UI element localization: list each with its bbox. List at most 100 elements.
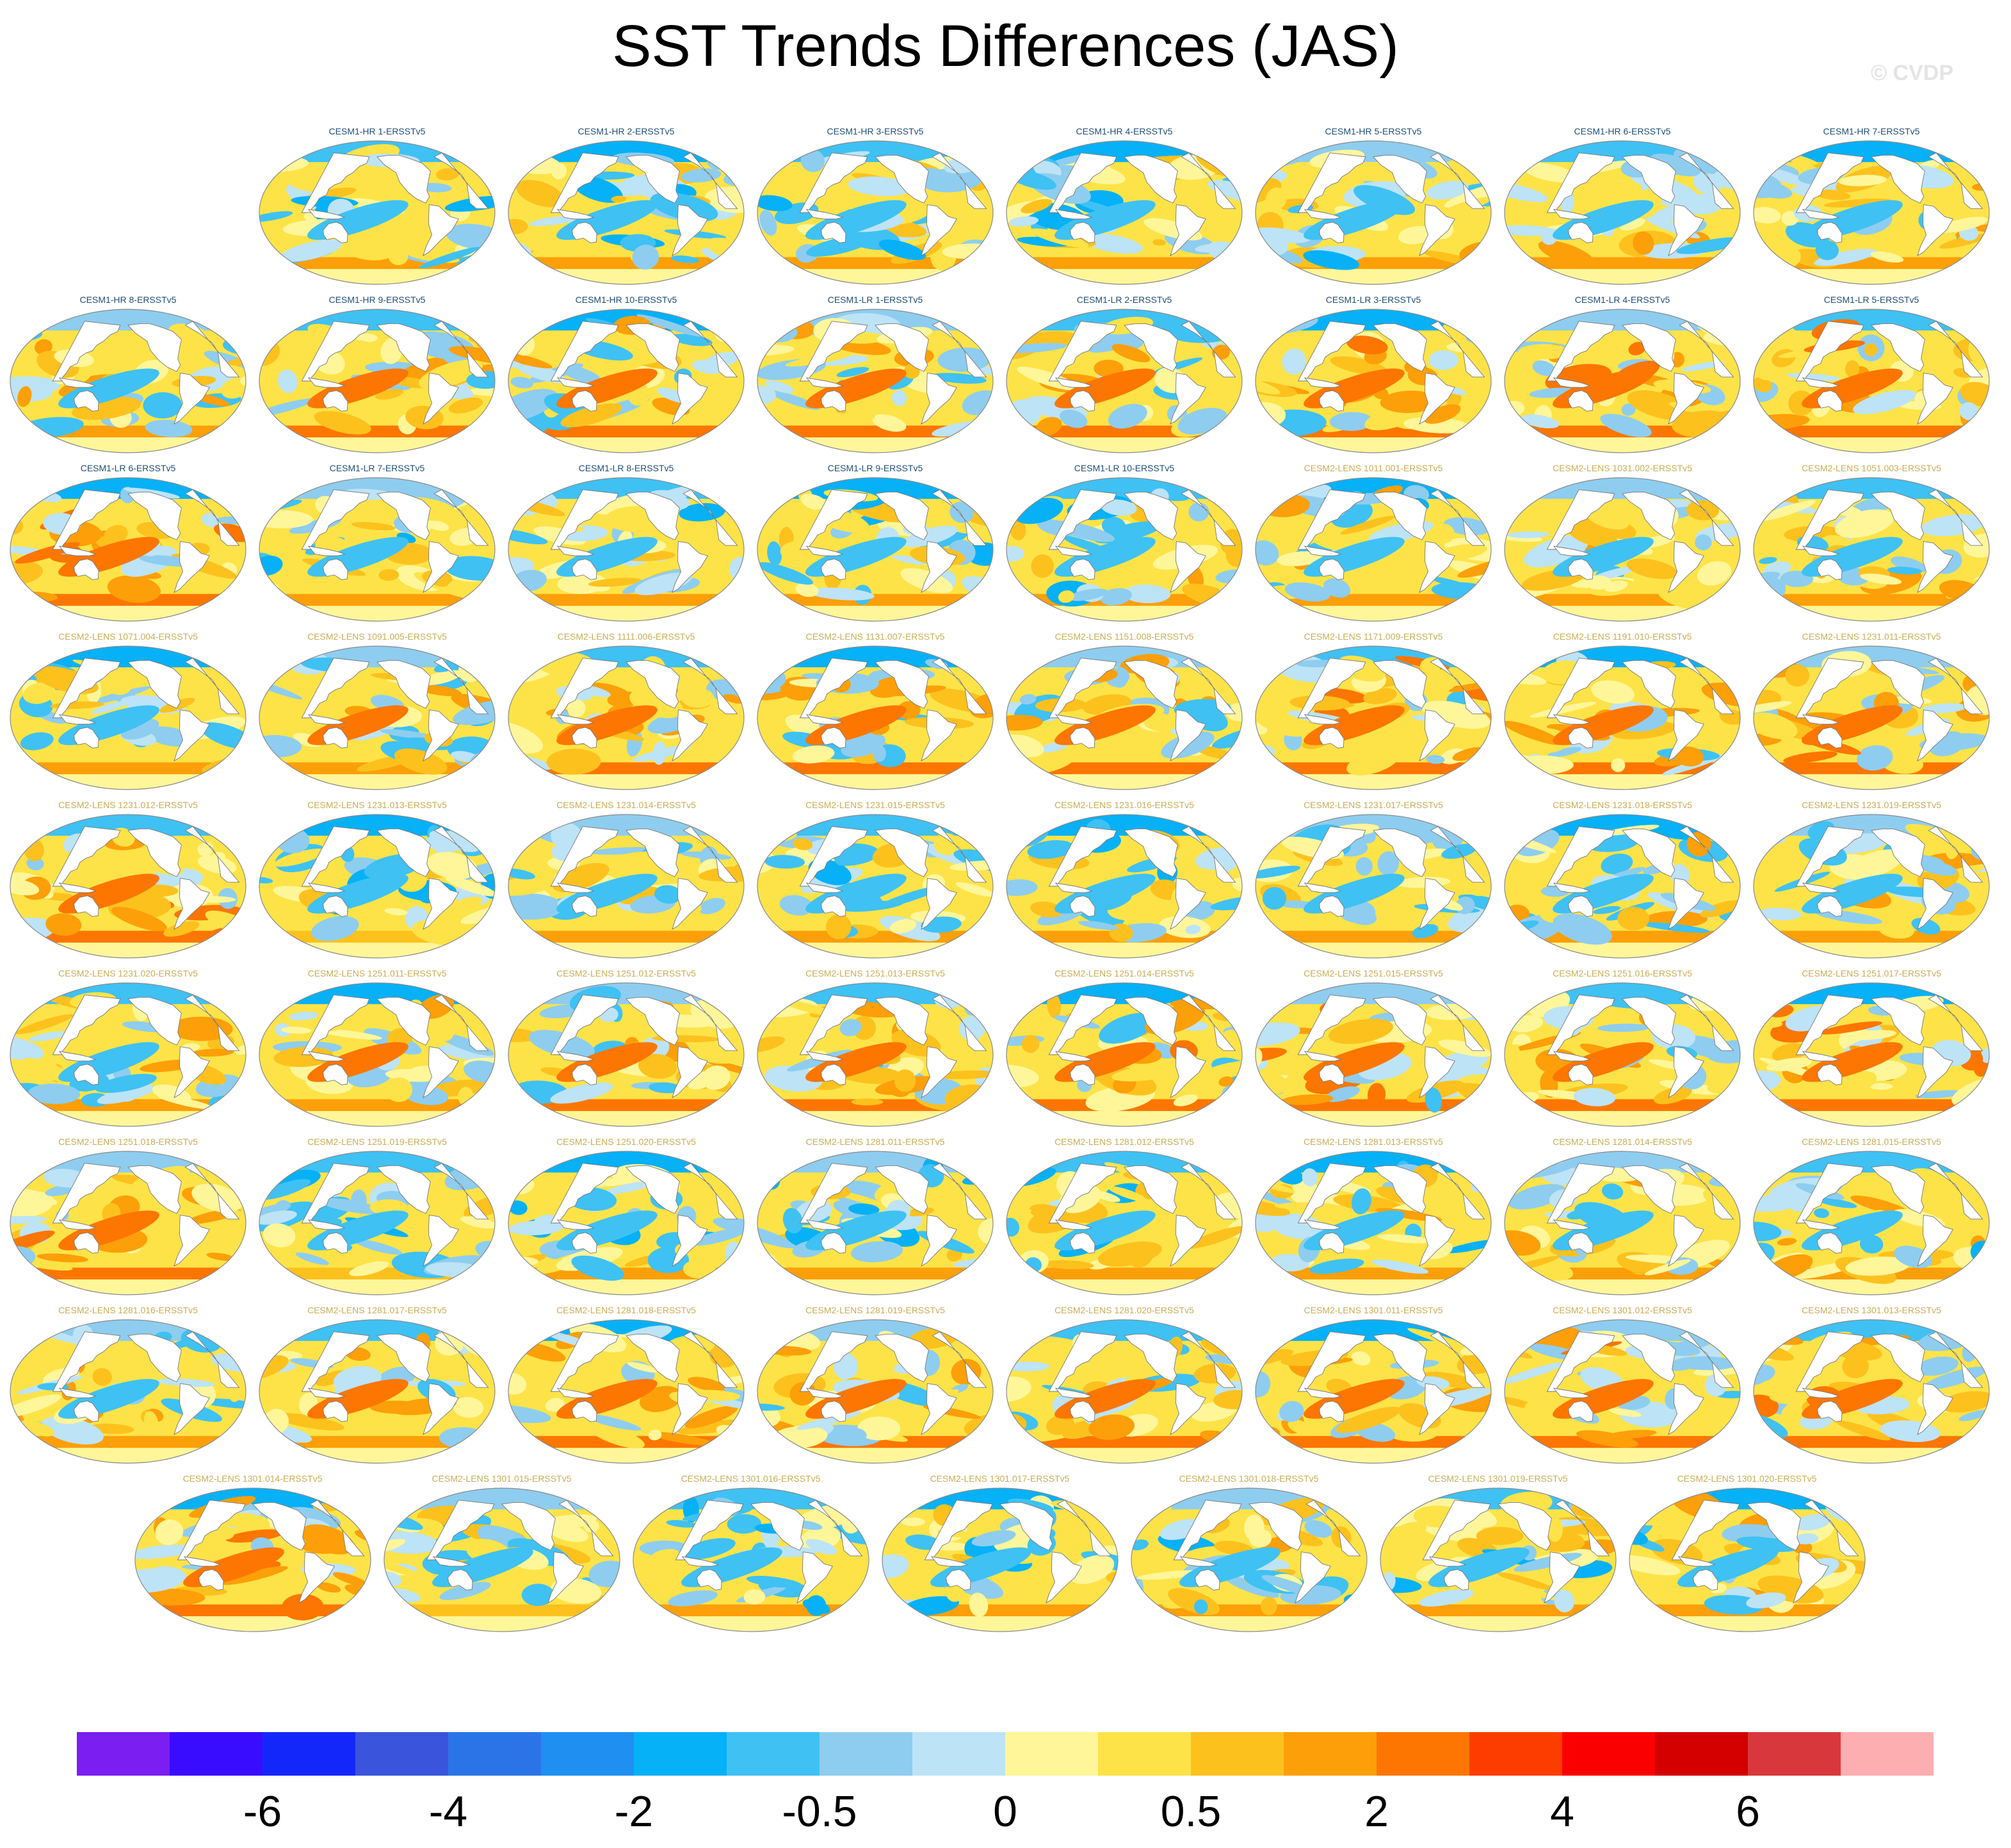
map-panel-label: CESM1-HR 8-ERSSTv5 bbox=[79, 295, 177, 305]
map-panel: CESM2-LENS 1251.019-ERSSTv5 bbox=[257, 1136, 497, 1304]
colorbar-swatch bbox=[1098, 1732, 1191, 1776]
colorbar-swatch bbox=[820, 1732, 913, 1776]
map-panel: CESM2-LENS 1301.017-ERSSTv5 bbox=[880, 1473, 1120, 1641]
map-image bbox=[10, 477, 246, 622]
map-image bbox=[508, 814, 745, 959]
map-image bbox=[508, 1151, 745, 1295]
map-panel-label: CESM2-LENS 1301.014-ERSSTv5 bbox=[182, 1473, 323, 1484]
map-image bbox=[259, 1151, 496, 1295]
map-image bbox=[508, 477, 745, 622]
map-image bbox=[508, 140, 745, 285]
map-panel: CESM1-HR 4-ERSSTv5 bbox=[1004, 126, 1245, 293]
map-image bbox=[1006, 1151, 1243, 1295]
colorbar-swatch bbox=[1655, 1732, 1749, 1776]
map-panel: CESM2-LENS 1301.013-ERSSTv5 bbox=[1751, 1304, 1992, 1472]
map-panel: CESM2-LENS 1231.020-ERSSTv5 bbox=[8, 968, 248, 1135]
map-image bbox=[1255, 645, 1492, 790]
map-panel: CESM2-LENS 1281.015-ERSSTv5 bbox=[1751, 1136, 1992, 1304]
map-panel: CESM2-LENS 1251.018-ERSSTv5 bbox=[8, 1136, 248, 1304]
map-panel-label: CESM2-LENS 1071.004-ERSSTv5 bbox=[58, 631, 198, 642]
map-panel: CESM2-LENS 1091.005-ERSSTv5 bbox=[257, 631, 497, 798]
map-panel: CESM2-LENS 1231.019-ERSSTv5 bbox=[1751, 799, 1992, 967]
map-panel: CESM1-HR 3-ERSSTv5 bbox=[755, 126, 996, 293]
map-image bbox=[259, 477, 496, 622]
map-image bbox=[1006, 645, 1243, 790]
colorbar-tick-label: 4 bbox=[1550, 1787, 1574, 1836]
map-panel: CESM2-LENS 1231.012-ERSSTv5 bbox=[8, 799, 248, 967]
map-panel: CESM2-LENS 1231.017-ERSSTv5 bbox=[1253, 799, 1494, 967]
map-panel-label: CESM2-LENS 1301.013-ERSSTv5 bbox=[1802, 1305, 1941, 1315]
map-panel: CESM2-LENS 1281.019-ERSSTv5 bbox=[755, 1304, 996, 1472]
map-image bbox=[508, 1319, 745, 1464]
map-image bbox=[383, 1487, 620, 1632]
map-image bbox=[1255, 1151, 1492, 1295]
map-panel: CESM1-LR 10-ERSSTv5 bbox=[1004, 462, 1245, 630]
map-panel: CESM2-LENS 1281.014-ERSSTv5 bbox=[1502, 1136, 1743, 1304]
map-panel-label: CESM2-LENS 1231.015-ERSSTv5 bbox=[805, 800, 945, 810]
map-image bbox=[757, 645, 994, 790]
map-panel-label: CESM2-LENS 1131.007-ERSSTv5 bbox=[805, 631, 945, 642]
map-image bbox=[10, 1319, 246, 1464]
map-panel: CESM2-LENS 1251.014-ERSSTv5 bbox=[1004, 968, 1245, 1135]
map-panel-label: CESM2-LENS 1301.018-ERSSTv5 bbox=[1179, 1473, 1319, 1484]
map-image bbox=[508, 309, 745, 453]
map-panel: CESM1-HR 6-ERSSTv5 bbox=[1502, 126, 1743, 293]
map-image bbox=[1006, 140, 1243, 285]
map-image bbox=[757, 1319, 994, 1464]
map-panel: CESM2-LENS 1231.015-ERSSTv5 bbox=[755, 799, 996, 967]
map-image bbox=[259, 982, 496, 1127]
map-panel-label: CESM2-LENS 1231.012-ERSSTv5 bbox=[58, 800, 198, 810]
colorbar-tick-label: -2 bbox=[614, 1787, 654, 1836]
map-image bbox=[1504, 1319, 1741, 1464]
map-panel: CESM2-LENS 1251.020-ERSSTv5 bbox=[506, 1136, 747, 1304]
colorbar-swatch bbox=[541, 1732, 634, 1776]
map-image bbox=[508, 982, 745, 1127]
map-image bbox=[1504, 309, 1741, 453]
map-panel-label: CESM1-HR 1-ERSSTv5 bbox=[328, 126, 426, 136]
map-image bbox=[134, 1487, 371, 1632]
map-panel-label: CESM2-LENS 1251.019-ERSSTv5 bbox=[307, 1137, 447, 1147]
colorbar bbox=[77, 1732, 1934, 1776]
map-panel-label: CESM1-LR 5-ERSSTv5 bbox=[1823, 295, 1919, 305]
map-image bbox=[259, 645, 496, 790]
map-panel: CESM2-LENS 1281.018-ERSSTv5 bbox=[506, 1304, 747, 1472]
map-panel-label: CESM1-HR 9-ERSSTv5 bbox=[328, 295, 426, 305]
map-panel-label: CESM2-LENS 1031.002-ERSSTv5 bbox=[1553, 463, 1692, 473]
colorbar-swatch bbox=[262, 1732, 356, 1776]
map-panel: CESM1-HR 1-ERSSTv5 bbox=[257, 126, 497, 293]
map-image bbox=[1753, 645, 1990, 790]
map-panel: CESM1-LR 5-ERSSTv5 bbox=[1751, 294, 1992, 462]
map-panel: CESM2-LENS 1281.011-ERSSTv5 bbox=[755, 1136, 996, 1304]
map-panel-label: CESM2-LENS 1301.012-ERSSTv5 bbox=[1553, 1305, 1692, 1315]
map-panel-label: CESM2-LENS 1251.020-ERSSTv5 bbox=[556, 1137, 696, 1147]
colorbar-tick-label: 2 bbox=[1364, 1787, 1389, 1836]
map-panel: CESM2-LENS 1191.010-ERSSTv5 bbox=[1502, 631, 1743, 798]
colorbar-swatch bbox=[1377, 1732, 1470, 1776]
map-panel-label: CESM1-HR 4-ERSSTv5 bbox=[1076, 126, 1173, 136]
map-panel: CESM2-LENS 1301.020-ERSSTv5 bbox=[1627, 1473, 1868, 1641]
map-panel: CESM1-LR 8-ERSSTv5 bbox=[506, 462, 747, 630]
map-image bbox=[1379, 1487, 1617, 1632]
map-image bbox=[1006, 982, 1243, 1127]
map-panel-label: CESM2-LENS 1231.014-ERSSTv5 bbox=[556, 800, 696, 810]
colorbar-swatch bbox=[1748, 1732, 1841, 1776]
colorbar-swatch bbox=[912, 1732, 1006, 1776]
map-panel-label: CESM2-LENS 1281.015-ERSSTv5 bbox=[1802, 1137, 1941, 1147]
map-image bbox=[1628, 1487, 1866, 1632]
map-panel-label: CESM1-HR 3-ERSSTv5 bbox=[827, 126, 924, 136]
map-panel-label: CESM1-HR 7-ERSSTv5 bbox=[1823, 126, 1920, 136]
map-panel-label: CESM2-LENS 1251.014-ERSSTv5 bbox=[1054, 968, 1194, 978]
map-image bbox=[1753, 477, 1990, 622]
colorbar-tick-label: 0.5 bbox=[1160, 1787, 1222, 1836]
map-panel: CESM2-LENS 1301.018-ERSSTv5 bbox=[1129, 1473, 1369, 1641]
map-panel: CESM1-LR 7-ERSSTv5 bbox=[257, 462, 497, 630]
map-panel-label: CESM2-LENS 1281.016-ERSSTv5 bbox=[58, 1305, 198, 1315]
map-panel: CESM2-LENS 1231.011-ERSSTv5 bbox=[1751, 631, 1992, 798]
map-image bbox=[1753, 1151, 1990, 1295]
map-panel: CESM2-LENS 1131.007-ERSSTv5 bbox=[755, 631, 996, 798]
map-panel-label: CESM2-LENS 1281.014-ERSSTv5 bbox=[1553, 1137, 1692, 1147]
map-panel-label: CESM1-LR 9-ERSSTv5 bbox=[827, 463, 923, 473]
map-panel: CESM1-HR 10-ERSSTv5 bbox=[506, 294, 747, 462]
map-image bbox=[259, 140, 496, 285]
colorbar-swatch bbox=[1005, 1732, 1099, 1776]
